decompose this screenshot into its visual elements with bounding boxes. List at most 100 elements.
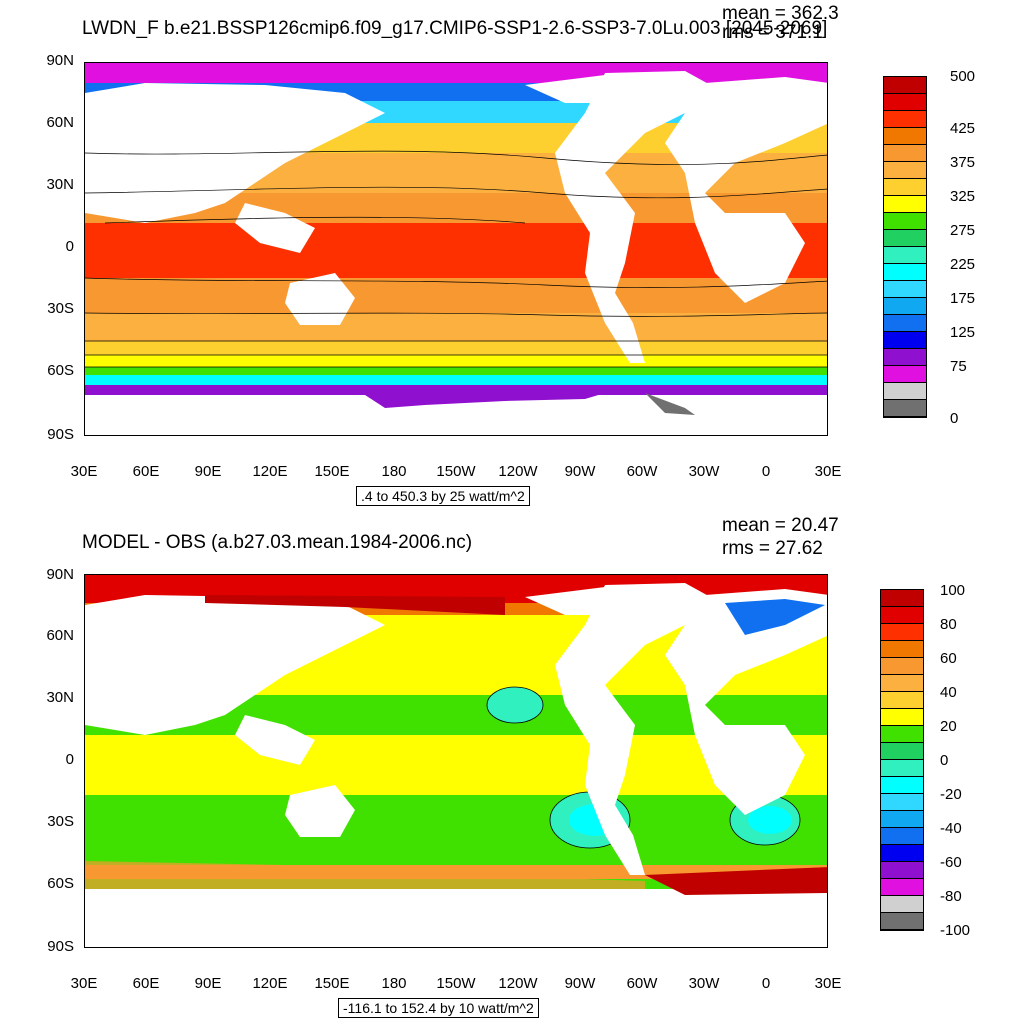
colorbar-swatch bbox=[884, 281, 926, 298]
colorbar-swatch bbox=[881, 811, 923, 828]
colorbar-swatch bbox=[881, 641, 923, 658]
colorbar-swatch bbox=[884, 94, 926, 111]
lon-tick-label: 30E bbox=[70, 975, 98, 992]
colorbar-swatch bbox=[881, 590, 923, 607]
colorbar-label: 275 bbox=[950, 222, 976, 239]
mean-readout: mean = 20.47 bbox=[722, 515, 839, 536]
lat-tick-label: 60S bbox=[47, 875, 74, 892]
colorbar-swatch bbox=[884, 230, 926, 247]
colorbar-swatch bbox=[881, 726, 923, 743]
colorbar-label: -80 bbox=[940, 888, 962, 905]
colorbar-label: 0 bbox=[950, 410, 959, 427]
contour-range-label: .4 to 450.3 by 25 watt/m^2 bbox=[356, 486, 530, 506]
lon-tick-label: 120W bbox=[498, 975, 538, 992]
lon-tick-label: 30E bbox=[814, 463, 842, 480]
lon-tick-label: 60W bbox=[626, 975, 658, 992]
lon-tick-label: 30W bbox=[688, 463, 720, 480]
colorbar-swatch bbox=[884, 383, 926, 400]
colorbar-swatch bbox=[881, 862, 923, 879]
lat-tick-label: 90S bbox=[47, 938, 74, 955]
panel-title: LWDN_F b.e21.BSSP126cmip6.f09_g17.CMIP6-… bbox=[82, 18, 828, 39]
colorbar-swatch bbox=[884, 128, 926, 145]
colorbar-swatch bbox=[881, 658, 923, 675]
colorbar-swatch bbox=[884, 213, 926, 230]
colorbar bbox=[883, 76, 927, 418]
lat-tick-label: 30S bbox=[47, 300, 74, 317]
panel-title: MODEL - OBS (a.b27.03.mean.1984-2006.nc) bbox=[82, 532, 473, 553]
rms-readout: rms = 371.1 bbox=[722, 22, 823, 43]
colorbar-swatch bbox=[881, 845, 923, 862]
colorbar-swatch bbox=[884, 332, 926, 349]
lon-tick-label: 60E bbox=[132, 463, 160, 480]
colorbar-label: 100 bbox=[940, 582, 966, 599]
colorbar-swatch bbox=[884, 77, 926, 94]
lon-tick-label: 60E bbox=[132, 975, 160, 992]
lat-tick-label: 0 bbox=[65, 238, 74, 255]
colorbar-label: 325 bbox=[950, 188, 976, 205]
colorbar-swatch bbox=[881, 760, 923, 777]
lon-tick-label: 120E bbox=[252, 463, 288, 480]
colorbar-label: 20 bbox=[940, 718, 957, 735]
lon-tick-label: 30W bbox=[688, 975, 720, 992]
colorbar-swatch bbox=[884, 264, 926, 281]
colorbar-swatch bbox=[881, 913, 923, 930]
colorbar-swatch bbox=[884, 298, 926, 315]
colorbar-swatch bbox=[881, 828, 923, 845]
colorbar-label: -60 bbox=[940, 854, 962, 871]
colorbar-swatch bbox=[881, 624, 923, 641]
lat-tick-label: 30N bbox=[46, 176, 74, 193]
lon-tick-label: 120W bbox=[498, 463, 538, 480]
lon-tick-label: 150W bbox=[436, 975, 476, 992]
lat-tick-label: 90S bbox=[47, 426, 74, 443]
colorbar-label: 375 bbox=[950, 154, 976, 171]
colorbar-label: -40 bbox=[940, 820, 962, 837]
lon-tick-label: 150E bbox=[314, 975, 350, 992]
colorbar-label: 40 bbox=[940, 684, 957, 701]
lon-tick-label: 90W bbox=[564, 463, 596, 480]
colorbar-swatch bbox=[881, 692, 923, 709]
world-map-model-minus-obs bbox=[84, 574, 828, 948]
colorbar-swatch bbox=[884, 315, 926, 332]
colorbar-swatch bbox=[884, 162, 926, 179]
lon-tick-label: 60W bbox=[626, 463, 658, 480]
colorbar-label: 175 bbox=[950, 290, 976, 307]
lon-tick-label: 30E bbox=[70, 463, 98, 480]
colorbar-swatch bbox=[881, 896, 923, 913]
rms-readout: rms = 27.62 bbox=[722, 538, 823, 559]
lat-tick-label: 90N bbox=[46, 52, 74, 69]
lon-tick-label: 90W bbox=[564, 975, 596, 992]
lat-tick-label: 30N bbox=[46, 689, 74, 706]
colorbar-swatch bbox=[884, 111, 926, 128]
colorbar-swatch bbox=[881, 794, 923, 811]
lat-tick-label: 60N bbox=[46, 627, 74, 644]
lon-tick-label: 150W bbox=[436, 463, 476, 480]
colorbar-swatch bbox=[884, 247, 926, 264]
colorbar-label: 80 bbox=[940, 616, 957, 633]
lat-tick-label: 60N bbox=[46, 114, 74, 131]
colorbar-label: 60 bbox=[940, 650, 957, 667]
colorbar-swatch bbox=[884, 145, 926, 162]
lon-tick-label: 180 bbox=[381, 463, 407, 480]
lon-tick-label: 180 bbox=[381, 975, 407, 992]
lon-tick-label: 30E bbox=[814, 975, 842, 992]
contour-range-label: -116.1 to 152.4 by 10 watt/m^2 bbox=[338, 998, 539, 1018]
lat-tick-label: 30S bbox=[47, 813, 74, 830]
mean-readout: mean = 362.3 bbox=[722, 3, 839, 24]
colorbar-swatch bbox=[881, 777, 923, 794]
colorbar-label: 225 bbox=[950, 256, 976, 273]
colorbar-swatch bbox=[884, 179, 926, 196]
map-panel-absolute: LWDN_F b.e21.BSSP126cmip6.f09_g17.CMIP6-… bbox=[46, 3, 976, 506]
lon-tick-label: 150E bbox=[314, 463, 350, 480]
colorbar-label: 125 bbox=[950, 324, 976, 341]
colorbar-label: -100 bbox=[940, 922, 971, 939]
lon-tick-label: 90E bbox=[194, 975, 222, 992]
colorbar bbox=[880, 589, 924, 931]
colorbar-swatch bbox=[881, 743, 923, 760]
lon-tick-label: 0 bbox=[761, 975, 771, 992]
lat-tick-label: 0 bbox=[65, 751, 74, 768]
colorbar-swatch bbox=[881, 675, 923, 692]
lat-tick-label: 60S bbox=[47, 362, 74, 379]
lon-tick-label: 0 bbox=[761, 463, 771, 480]
colorbar-label: -20 bbox=[940, 786, 962, 803]
colorbar-label: 425 bbox=[950, 120, 976, 137]
